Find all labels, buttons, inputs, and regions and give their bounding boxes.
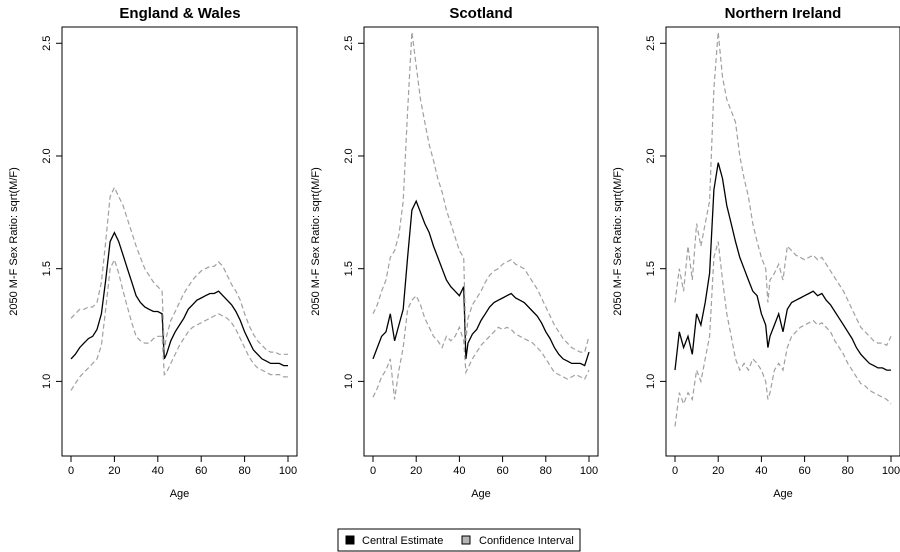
y-tick-label: 1.0 [645,374,657,389]
x-tick-label: 0 [672,465,678,477]
series-ci-upper [372,31,590,353]
series-group [674,31,892,427]
series-ci-upper [70,186,288,355]
x-axis-label: Age [170,488,190,500]
x-tick-label: 80 [540,465,552,477]
chart-title: England & Wales [119,5,240,22]
series-ci-lower [372,294,590,400]
x-tick-label: 80 [238,465,250,477]
plot-frame [665,26,900,457]
legend-swatch-ci [461,535,471,545]
series-central-estimate [372,199,590,367]
series-ci-lower [70,258,288,391]
y-tick-label: 1.0 [343,374,355,389]
y-tick-label: 2.5 [645,36,657,51]
y-tick-label: 2.0 [343,148,355,163]
x-tick-label: 20 [712,465,724,477]
x-tick-label: 80 [842,465,854,477]
x-tick-label: 60 [496,465,508,477]
y-tick-label: 1.5 [343,261,355,276]
y-tick-label: 1.0 [41,374,53,389]
y-tick-label: 2.5 [41,36,53,51]
series-ci-lower [674,241,892,427]
plot-frame [363,26,599,457]
chart-panel-2: Scotland 0 20 40 60 80 100 Age 1.0 1.5 2.0 2.5 2050 … [310,5,599,500]
x-axis-label: Age [773,488,793,500]
x-tick-label: 100 [580,465,598,477]
series-central-estimate [70,231,288,367]
x-tick-label: 40 [755,465,767,477]
plot-frame [61,26,298,457]
x-axis-label: Age [471,488,491,500]
series-group [70,186,288,391]
y-axis-label: 2050 M-F Sex Ratio: sqrt(M/F) [612,167,624,316]
x-tick-label: 100 [279,465,297,477]
x-tick-label: 0 [68,465,74,477]
y-tick-label: 2.0 [41,148,53,163]
x-tick-label: 60 [798,465,810,477]
x-tick-label: 60 [195,465,207,477]
chart-panel-1: England & Wales 0 20 40 60 80 100 Age 1.0 1.5 2.0 2… [8,5,298,500]
legend-swatch-central [345,535,355,545]
y-tick-label: 2.5 [343,36,355,51]
y-tick-label: 2.0 [645,148,657,163]
x-tick-label: 20 [410,465,422,477]
series-group [372,31,590,400]
legend: Central Estimate Confidence Interval [337,528,581,552]
x-tick-label: 20 [108,465,120,477]
legend-label-central: Central Estimate [362,535,443,547]
chart-panel-3: Northern Ireland 0 20 40 60 80 100 Age 1.0 1.5 2.0… [612,5,900,500]
legend-label-ci: Confidence Interval [479,535,574,547]
x-tick-label: 40 [152,465,164,477]
series-central-estimate [674,162,891,371]
y-tick-label: 1.5 [41,261,53,276]
legend-box [337,528,581,552]
chart-title: Scotland [449,5,512,22]
y-axis-label: 2050 M-F Sex Ratio: sqrt(M/F) [310,167,322,316]
x-tick-label: 0 [370,465,376,477]
series-ci-upper [674,31,892,347]
chart-title: Northern Ireland [725,5,842,22]
x-tick-label: 40 [453,465,465,477]
y-tick-label: 1.5 [645,261,657,276]
x-tick-label: 100 [882,465,900,477]
y-axis-label: 2050 M-F Sex Ratio: sqrt(M/F) [8,167,20,316]
